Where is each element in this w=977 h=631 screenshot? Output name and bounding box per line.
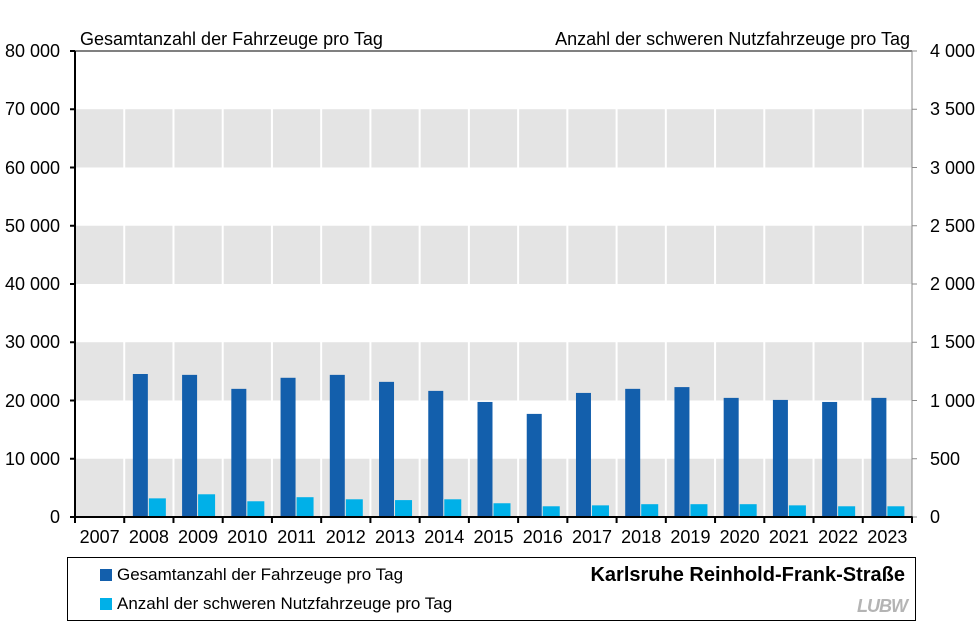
x-tick-2010: 2010 (227, 527, 268, 547)
x-tick-2023: 2023 (867, 527, 908, 547)
right-y-tick: 3 000 (930, 157, 976, 178)
left-y-tick: 0 (49, 507, 60, 527)
bar-heavy-2013 (395, 500, 413, 517)
right-y-tick: 2 000 (930, 274, 976, 294)
x-tick-2021: 2021 (768, 527, 809, 547)
legend: Gesamtanzahl der Fahrzeuge pro Tag Anzah… (67, 557, 916, 621)
bar-total-2021 (772, 399, 788, 517)
x-tick-2008: 2008 (128, 527, 169, 547)
bar-total-2012 (329, 374, 345, 517)
x-tick-2022: 2022 (818, 527, 859, 547)
left-y-tick: 40 000 (4, 274, 60, 294)
x-tick-2009: 2009 (178, 527, 219, 547)
bar-heavy-2021 (788, 505, 806, 517)
x-tick-2007: 2007 (79, 527, 120, 547)
x-tick-2014: 2014 (424, 527, 465, 547)
right-y-tick: 2 500 (930, 215, 976, 236)
bar-total-2022 (822, 401, 838, 517)
right-y-tick: 1 500 (930, 332, 976, 353)
x-tick-2012: 2012 (325, 527, 366, 547)
bar-heavy-2010 (247, 501, 265, 517)
right-y-tick: 500 (930, 448, 961, 469)
dark-blue-swatch-icon (100, 569, 112, 581)
legend-item-total: Gesamtanzahl der Fahrzeuge pro Tag (100, 565, 403, 585)
bar-heavy-2020 (739, 504, 757, 517)
legend-label-total: Gesamtanzahl der Fahrzeuge pro Tag (117, 565, 404, 584)
bar-total-2014 (428, 390, 444, 517)
x-tick-2016: 2016 (522, 527, 563, 547)
bar-total-2023 (871, 397, 887, 517)
bar-heavy-2016 (542, 506, 560, 517)
bar-heavy-2023 (887, 506, 905, 517)
bar-heavy-2012 (345, 499, 363, 517)
left-axis-title: Gesamtanzahl der Fahrzeuge pro Tag (80, 29, 383, 49)
bar-heavy-2017 (591, 505, 609, 517)
right-y-tick: 4 000 (930, 41, 976, 61)
x-tick-2018: 2018 (621, 527, 662, 547)
bar-heavy-2008 (148, 498, 166, 517)
left-y-tick: 50 000 (4, 215, 60, 236)
grid-band (75, 109, 912, 168)
left-y-tick: 60 000 (4, 157, 60, 178)
bar-total-2009 (182, 374, 198, 517)
bar-heavy-2022 (838, 506, 856, 517)
bar-heavy-2019 (690, 504, 708, 517)
x-tick-2015: 2015 (473, 527, 514, 547)
bar-total-2020 (723, 397, 739, 517)
bar-heavy-2015 (493, 503, 511, 517)
right-y-tick: 1 000 (930, 390, 976, 411)
legend-label-heavy: Anzahl der schweren Nutzfahrzeuge pro Ta… (117, 594, 453, 613)
x-tick-2019: 2019 (670, 527, 711, 547)
bar-total-2017 (575, 392, 591, 517)
x-tick-2013: 2013 (374, 527, 416, 547)
bar-heavy-2014 (444, 499, 462, 517)
x-tick-2017: 2017 (571, 527, 612, 547)
right-axis-title: Anzahl der schweren Nutzfahrzeuge pro Ta… (555, 29, 910, 49)
left-y-tick: 20 000 (4, 390, 60, 411)
right-y-tick: 0 (930, 507, 941, 527)
grid-band (75, 225, 912, 284)
bar-heavy-2018 (641, 504, 659, 517)
bar-heavy-2011 (296, 497, 314, 517)
location-title: Karlsruhe Reinhold-Frank-Straße (590, 564, 905, 586)
bar-total-2019 (674, 387, 690, 517)
legend-item-heavy: Anzahl der schweren Nutzfahrzeuge pro Ta… (100, 594, 452, 614)
bar-total-2008 (132, 373, 148, 517)
left-y-tick: 10 000 (4, 448, 60, 469)
lubw-logo-icon: LUBW (857, 596, 908, 616)
right-y-tick: 3 500 (930, 99, 976, 120)
bar-heavy-2009 (198, 494, 216, 517)
bar-total-2016 (526, 413, 542, 517)
left-y-tick: 70 000 (4, 99, 60, 120)
grid-band (75, 342, 912, 401)
bar-total-2015 (477, 401, 493, 517)
x-tick-2011: 2011 (277, 527, 316, 547)
left-y-tick: 30 000 (4, 332, 60, 353)
bar-total-2010 (231, 388, 247, 517)
bar-total-2013 (379, 381, 395, 517)
left-y-tick: 80 000 (4, 41, 60, 61)
bar-total-2018 (625, 388, 641, 517)
x-tick-2020: 2020 (719, 527, 760, 547)
bar-total-2011 (280, 377, 296, 517)
light-blue-swatch-icon (100, 598, 112, 610)
